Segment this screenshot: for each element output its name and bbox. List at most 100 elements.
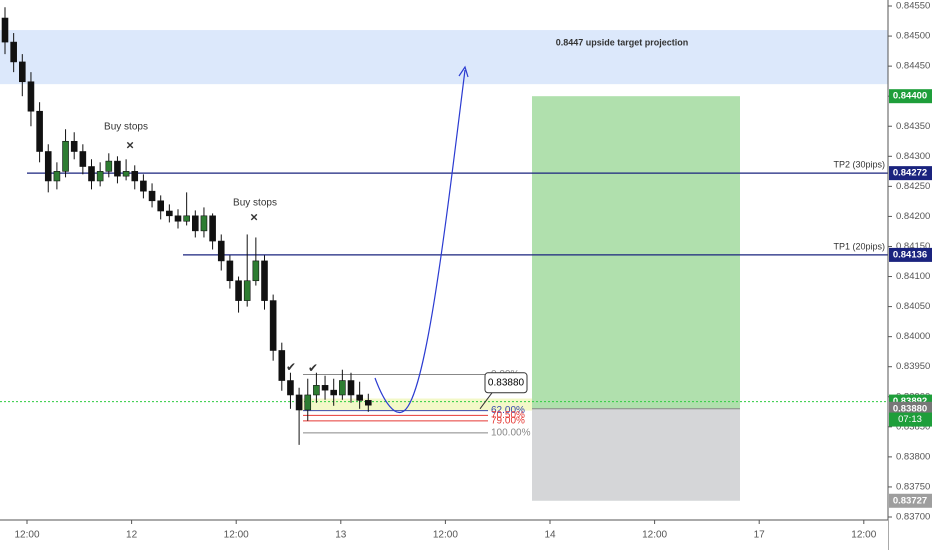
y-tick-label: 0.83950 — [896, 361, 930, 372]
fib-label: 100.00% — [491, 427, 531, 438]
callout-leader — [479, 392, 493, 410]
annotation: Buy stops — [104, 122, 148, 133]
x-tick-label: 12:00 — [14, 530, 39, 541]
candle-body — [70, 140, 78, 152]
zone-label: 0.8447 upside target projection — [556, 37, 689, 47]
price-marker — [889, 89, 932, 104]
candle-body — [339, 380, 346, 396]
x-tick-label: 12 — [126, 530, 138, 541]
y-tick-label: 0.84350 — [896, 121, 930, 132]
candle-body — [183, 215, 190, 222]
x-tick-label: 13 — [335, 530, 347, 541]
candle-body — [96, 171, 104, 182]
candle-body — [209, 215, 216, 242]
axis-bg — [0, 520, 888, 550]
x-marker: × — [126, 137, 134, 152]
projection-curve — [374, 69, 466, 414]
risk-box — [532, 408, 740, 501]
candle-body — [252, 260, 260, 282]
candle-body — [122, 171, 130, 177]
fib-label: 79.00% — [491, 415, 525, 426]
y-tick-label: 0.83800 — [896, 451, 930, 462]
y-tick-label: 0.84300 — [896, 151, 930, 162]
annotation: Buy stops — [233, 198, 277, 209]
callout-box — [484, 372, 528, 394]
candle-body — [53, 171, 61, 182]
candle-body — [321, 385, 329, 391]
candle-body — [226, 260, 234, 282]
candle-body — [148, 190, 156, 202]
x-tick-label: 12:00 — [642, 530, 667, 541]
candle-body — [10, 41, 17, 63]
callout-label: 0.83880 — [488, 377, 525, 388]
candle-body — [192, 215, 199, 232]
y-tick-label: 0.84550 — [896, 1, 930, 12]
candle-body — [243, 280, 251, 301]
price-marker-label: 0.83892 — [893, 396, 927, 407]
y-tick-label: 0.83850 — [896, 421, 930, 432]
x-tick-label: 17 — [754, 530, 766, 541]
reward-box — [532, 96, 740, 409]
price-marker-label: 0.84272 — [893, 168, 927, 179]
candle-body — [287, 380, 294, 396]
candle-body — [140, 180, 147, 192]
y-tick-label: 0.84150 — [896, 241, 930, 252]
price-axis: 0.837000.837500.838000.838500.839000.839… — [887, 0, 932, 550]
candle-body — [36, 110, 43, 152]
y-tick-label: 0.84000 — [896, 331, 930, 342]
x-tick-label: 12:00 — [224, 530, 249, 541]
plot-area: 0.8447 upside target projection TP2 (30pi… — [0, 7, 888, 501]
candle-body — [304, 394, 312, 411]
candle-body — [1, 17, 9, 43]
candle-body — [174, 215, 182, 222]
candle-body — [105, 160, 113, 172]
candle-body — [27, 81, 35, 112]
y-tick-label: 0.84200 — [896, 211, 930, 222]
price-marker — [889, 166, 932, 181]
countdown: 07:13 — [898, 414, 922, 425]
price-marker — [889, 401, 932, 416]
candle-body — [62, 140, 69, 172]
candle-body — [88, 166, 95, 182]
candle-body — [114, 160, 121, 177]
price-marker — [889, 493, 932, 508]
y-tick-label: 0.84050 — [896, 301, 930, 312]
y-tick-label: 0.84500 — [896, 31, 930, 42]
x-tick-label: 12:00 — [851, 530, 876, 541]
price-marker-label: 0.83727 — [893, 495, 927, 506]
x-tick-label: 12:00 — [433, 530, 458, 541]
candle-body — [278, 350, 286, 381]
y-tick-label: 0.83700 — [896, 512, 930, 523]
price-marker-label: 0.84400 — [893, 91, 927, 102]
x-tick-label: 14 — [544, 530, 556, 541]
tp-label: TP1 (20pips) — [833, 241, 885, 251]
arrow-head — [458, 65, 469, 78]
time-axis: 12:00 12 12:00 13 12:00 14 12:00 17 12:00 — [0, 519, 888, 550]
price-marker — [889, 247, 932, 262]
candle-body — [131, 171, 139, 182]
candle-body — [235, 280, 242, 301]
y-tick-label: 0.84450 — [896, 61, 930, 72]
x-marker: × — [250, 209, 258, 224]
fib-label: 70.50% — [491, 410, 525, 421]
y-tick-label: 0.84250 — [896, 181, 930, 192]
candle-body — [44, 151, 52, 182]
candle-body — [79, 151, 87, 167]
fib-label: 62.00% — [491, 405, 525, 416]
candle-body — [364, 400, 372, 406]
countdown-box — [889, 412, 932, 427]
price-marker-label: 0.83880 — [893, 403, 927, 414]
candle-body — [157, 200, 164, 212]
target-zone — [0, 30, 888, 85]
check-mark: ✔ — [286, 360, 296, 374]
candle-body — [330, 389, 338, 396]
candle-body — [200, 215, 208, 232]
check-mark: ✔ — [308, 361, 318, 375]
price-marker-label: 0.84136 — [893, 249, 927, 260]
candle-body — [217, 240, 225, 262]
tp-label: TP2 (30pips) — [833, 160, 885, 170]
candle-body — [269, 300, 277, 351]
candle-body — [356, 394, 363, 401]
candle-body — [313, 385, 320, 396]
